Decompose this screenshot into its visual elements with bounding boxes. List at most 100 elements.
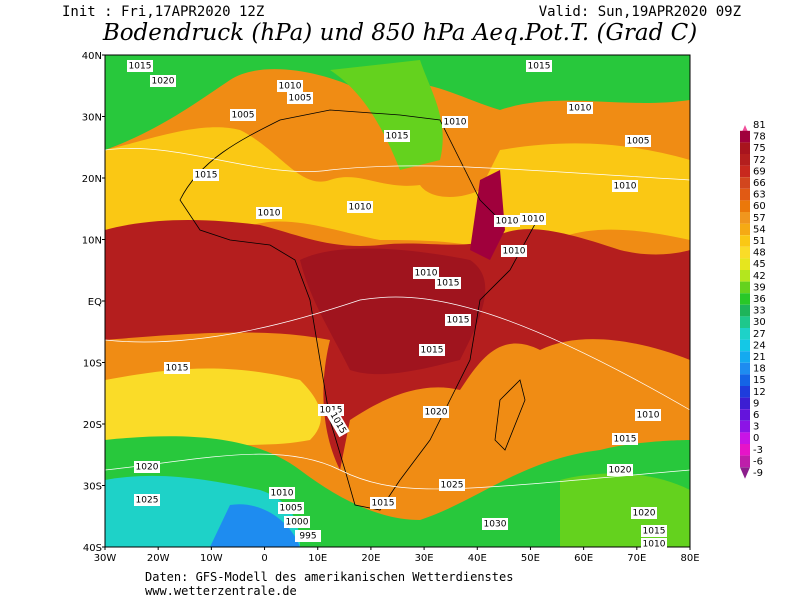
init-time: Init : Fri,17APR2020 12Z [62, 4, 264, 20]
colorbar-segment [740, 281, 750, 294]
isobar-label: 1010 [496, 217, 519, 227]
isobar-label-bg [423, 406, 449, 418]
colorbar-label: 81 [753, 120, 766, 131]
footer-source: Daten: GFS-Modell des amerikanischen Wet… [145, 570, 513, 584]
isobar-label: 1015 [372, 499, 395, 509]
colorbar-label: 15 [753, 375, 766, 386]
isobar-label-box: 1015 [445, 314, 471, 326]
colorbar-segment [740, 212, 750, 224]
isobar-label-bg [494, 215, 520, 227]
isobar-label-bg [641, 538, 667, 550]
colorbar-segment [740, 188, 750, 201]
isobar-label-bg [384, 130, 410, 142]
colorbar-segment [740, 420, 750, 433]
isobar-label-box: 1015 [419, 344, 445, 356]
isobar-label: 1010 [637, 411, 660, 421]
isobar-label: 1015 [195, 171, 218, 181]
isobar-label: 1020 [152, 77, 175, 87]
colorbar-label: 12 [753, 387, 766, 398]
lat-label: 30N [82, 113, 102, 124]
lon-label: 70E [627, 553, 646, 564]
isobar-label-bg [442, 116, 468, 128]
colorbar-segment [740, 397, 750, 410]
colorbar-segment [740, 432, 750, 444]
colorbar-label: 51 [753, 236, 766, 247]
colorbar-segment [740, 351, 750, 363]
isobar-label-box: 1015 [370, 497, 396, 509]
isobar-label-box: 1025 [134, 494, 160, 506]
isobar-label-bg [287, 92, 313, 104]
colorbar-label: 72 [753, 155, 766, 166]
isobar-label-bg [631, 507, 657, 519]
isobar-label: 1020 [136, 463, 159, 473]
colorbar-label: 63 [753, 190, 766, 201]
isobar-label-box: 1010 [635, 409, 661, 421]
isobar-label-bg [370, 497, 396, 509]
footer-url: www.wetterzentrale.de [145, 584, 297, 598]
lat-label: 40S [83, 543, 102, 554]
isobar-label: 1020 [425, 408, 448, 418]
isobar-label-bg [526, 60, 552, 72]
isobar-label-box: 1010 [641, 538, 667, 550]
isobar-label-box: 1010 [277, 80, 303, 92]
isobar-label: 1015 [320, 406, 343, 416]
colorbar-segment [740, 154, 750, 166]
isobar-label-box: 1010 [494, 215, 520, 227]
colorbar-segment [740, 223, 750, 236]
isobar-label-bg [347, 201, 373, 213]
isobar-label-box: 1015 [435, 277, 461, 289]
isobar-label-box: 1010 [612, 180, 638, 192]
isobar-label: 1020 [633, 509, 656, 519]
isobar-label: 1010 [522, 215, 545, 225]
isobar-label-box: 1015 [164, 362, 190, 374]
isobar-label-box: 1005 [287, 92, 313, 104]
isobar-label: 1010 [643, 540, 666, 550]
isobar-label-bg [501, 245, 527, 257]
colorbar-label: 69 [753, 166, 766, 177]
colorbar-label: 48 [753, 248, 766, 259]
lon-label: 60E [574, 553, 593, 564]
colorbar-label: 60 [753, 201, 766, 212]
isobar-label: 1010 [271, 489, 294, 499]
isobar-label-box: 1020 [134, 461, 160, 473]
isobar-label-bg [635, 409, 661, 421]
colorbar-label: 36 [753, 294, 766, 305]
colorbar-segment [740, 409, 750, 421]
colorbar-label: 66 [753, 178, 766, 189]
isobar-label-bg [193, 169, 219, 181]
isobar-label-bg [482, 518, 508, 530]
lon-label: 30W [94, 553, 117, 564]
lon-label: 10E [308, 553, 327, 564]
colorbar-label: 21 [753, 352, 766, 363]
lon-label: 40E [468, 553, 487, 564]
isobar-label-bg [256, 207, 282, 219]
isobar-label-bg [625, 135, 651, 147]
isobar-label-box: 1005 [625, 135, 651, 147]
lon-label: 10W [200, 553, 223, 564]
lon-label: 30E [415, 553, 434, 564]
isobar-label: 1010 [415, 269, 438, 279]
isobar-label-bg [413, 267, 439, 279]
colorbar-segment [740, 142, 750, 154]
colorbar-segment [740, 200, 750, 212]
colorbar-cap [740, 467, 750, 479]
isobar-label: 1015 [643, 527, 666, 537]
colorbar-segment [740, 177, 750, 189]
isobar-label-bg [520, 213, 546, 225]
isobar-label: 1000 [286, 518, 309, 528]
colorbar-segment [740, 455, 750, 468]
isobar-label-box: 1015 [612, 433, 638, 445]
isobar-label-bg [269, 487, 295, 499]
isobar-label-bg [612, 433, 638, 445]
isobar-label-bg [230, 109, 256, 121]
colorbar-label: 75 [753, 143, 766, 154]
isobar-label-bg [150, 75, 176, 87]
isobar-label: 1010 [503, 247, 526, 257]
isobar-label-bg [435, 277, 461, 289]
isobar-label: 1005 [627, 137, 650, 147]
isobar-label-bg [127, 60, 153, 72]
isobar-label-box: 995 [295, 530, 321, 542]
isobar-label-box: 1020 [607, 464, 633, 476]
colorbar-segment [740, 386, 750, 398]
